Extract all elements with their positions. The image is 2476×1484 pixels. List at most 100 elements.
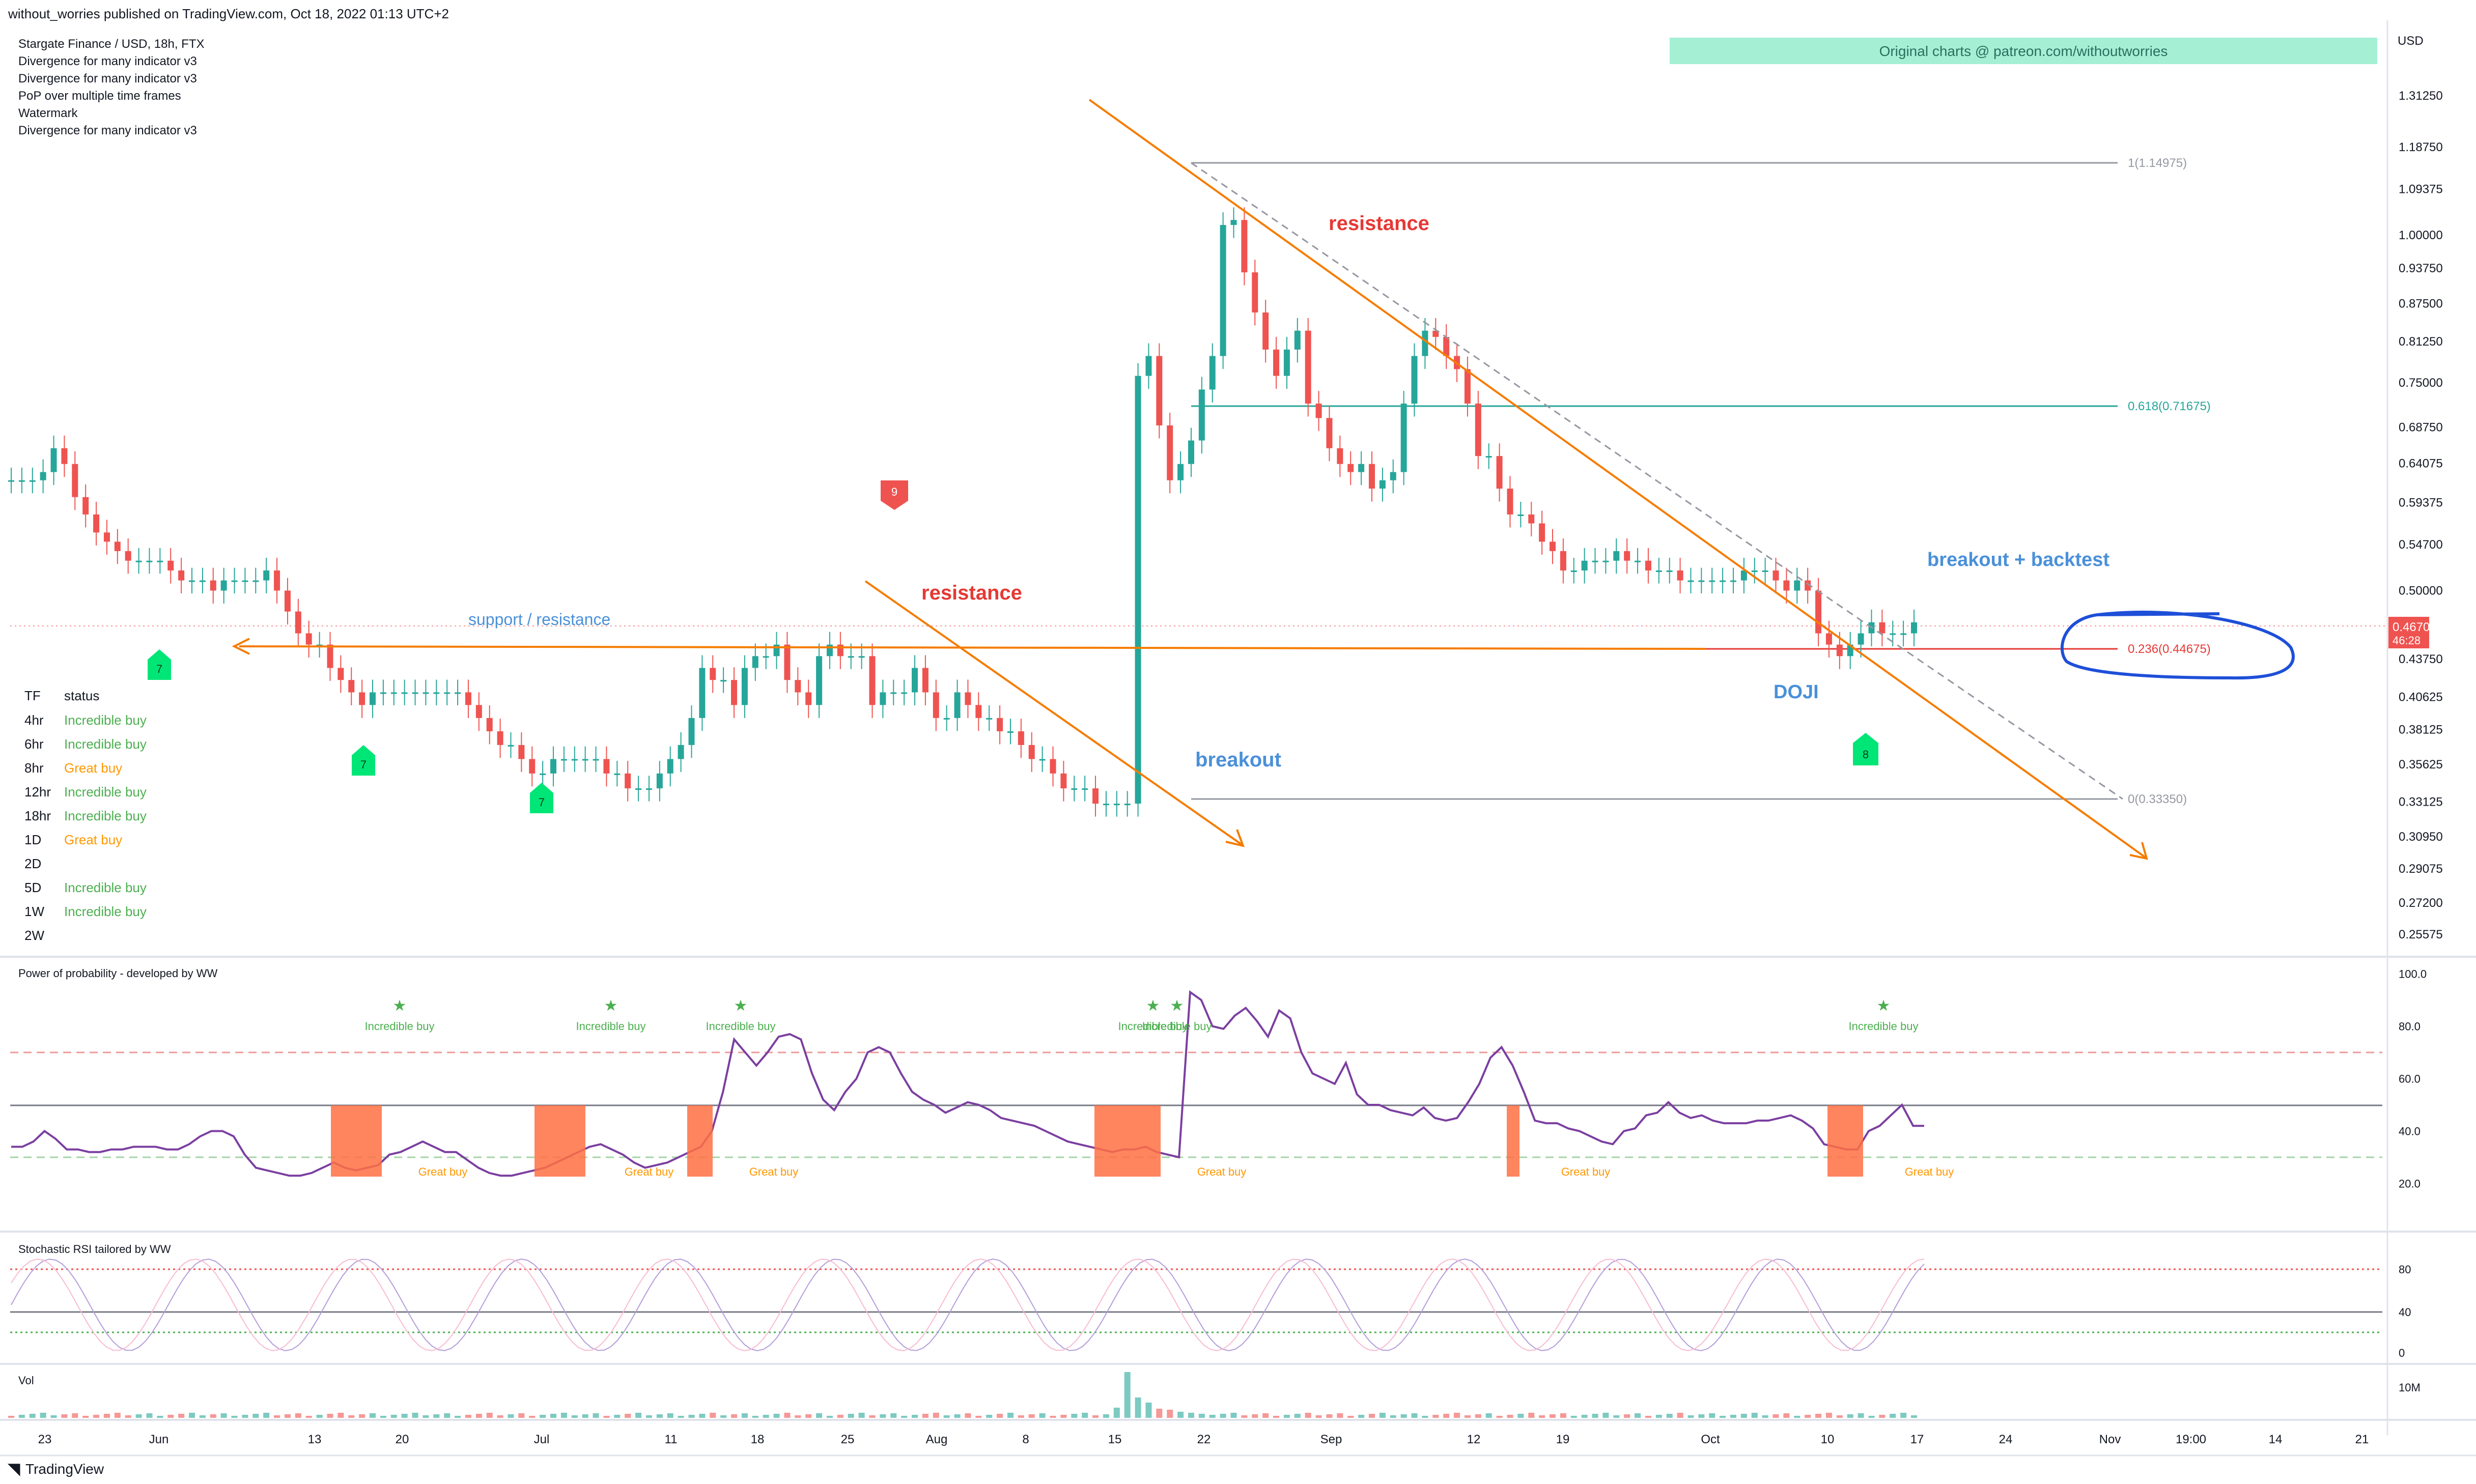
pop-great-label: Great buy [1905,1165,1954,1178]
volume-bar [1028,1414,1035,1418]
pop-tick: 40.0 [2399,1125,2421,1138]
published-line: without_worries published on TradingView… [8,6,449,21]
candle-body [571,759,578,761]
stoch-line [11,1258,1925,1352]
stoch-tick-0: 0 [2399,1347,2405,1359]
buy-marker-2[interactable]: 7 [352,745,375,776]
resistance-trendline-2[interactable] [1088,99,2147,859]
volume-bar [571,1415,578,1418]
candle-body [1390,472,1396,480]
volume-bar [975,1416,982,1418]
volume-bar [157,1416,163,1418]
volume-bar [178,1414,185,1418]
candle-body [433,692,440,694]
candle-body [752,656,758,668]
candle-body [1900,633,1907,635]
price-tick: 1.00000 [2399,229,2443,242]
fib-retracement[interactable]: 1(1.14975) 0.618(0.71675) 0.236(0.44675)… [1191,156,2211,806]
indicator-label-5[interactable]: Divergence for many indicator v3 [18,124,197,137]
volume-bar [455,1416,461,1418]
indicator-label-1[interactable]: Divergence for many indicator v3 [18,54,197,68]
time-tick: 25 [841,1433,855,1446]
volume-bar [1135,1397,1141,1418]
candle-body [380,692,386,694]
candle-body [305,633,312,645]
candle-body [1252,272,1258,312]
annotation-resistance-top: resistance [1329,212,1429,235]
volume-bar [1305,1413,1311,1418]
volume-bar [848,1414,854,1418]
sell-marker[interactable]: 9 [881,480,908,510]
volume-bar [1156,1409,1163,1418]
volume-bar [1635,1413,1641,1418]
volume-bar [1454,1413,1460,1418]
volume-bar [826,1416,833,1418]
tf-row-status: Great buy [64,832,122,847]
volume-bar [1273,1416,1280,1418]
support-resistance-line[interactable] [239,645,1706,650]
pop-signal-block [331,1105,382,1177]
candle-body [1666,570,1673,572]
pop-tick: 100.0 [2399,968,2427,981]
vol-panel-title[interactable]: Vol [18,1374,34,1387]
candle-body [401,692,408,694]
buy-marker-4[interactable]: 8 [1853,733,1878,765]
volume-bar [1528,1413,1535,1418]
volume-bar [763,1415,769,1418]
volume-bar [508,1414,514,1418]
highlight-circle[interactable] [2060,610,2295,680]
vol-tick-10m: 10M [2399,1381,2421,1394]
volume-bar [1400,1414,1407,1418]
volume-bar [475,1414,482,1418]
volume-bar [625,1414,631,1418]
volume-bar [252,1414,259,1418]
candle-body [1496,456,1503,489]
candle-body [1443,336,1450,356]
volume-bar [890,1413,897,1418]
volume-bar [529,1416,536,1418]
price-tick: 1.09375 [2399,183,2443,196]
volume-bar [1018,1415,1024,1418]
price-tick: 0.25575 [2399,928,2443,941]
time-tick: 24 [1999,1433,2013,1446]
tradingview-logo[interactable]: ◥ TradingView [7,1461,104,1477]
volume-bar [1772,1414,1779,1418]
volume-bar [1560,1413,1566,1418]
volume-bar [486,1413,493,1418]
price-tick: 0.59375 [2399,496,2443,509]
dashed-trendline[interactable] [1191,162,2123,800]
buy-marker-1[interactable]: 7 [148,649,171,680]
candle-body [795,680,801,693]
candle-body [1326,418,1333,448]
stoch-panel-title[interactable]: Stochastic RSI tailored by WW [18,1243,171,1255]
resistance-trendline-1[interactable] [864,580,1243,846]
volume-bar [1890,1414,1896,1418]
candle-body [1337,448,1343,464]
indicator-label-4[interactable]: Watermark [18,106,78,120]
candle-body [220,580,227,591]
candle-body [784,644,791,680]
price-tick: 0.75000 [2399,376,2443,390]
candle-body [1082,788,1088,790]
candle-body [986,718,993,720]
candle-body [614,773,621,775]
candle-body [1379,480,1386,489]
candle-body [82,497,89,515]
volume-bar [550,1414,557,1418]
pop-incredible-label: Incredible buy [1118,1020,1188,1033]
candle-body [1050,759,1056,774]
candle-body [635,788,642,790]
indicator-label-2[interactable]: Divergence for many indicator v3 [18,72,197,85]
annotation-breakout: breakout [1195,749,1281,771]
candle-body [1709,580,1715,582]
volume-bar [880,1414,886,1418]
volume-bar [837,1415,843,1418]
candle-body [242,580,248,582]
buy-marker-3[interactable]: 7 [530,783,553,813]
time-tick: 17 [1910,1433,1924,1446]
candle-body [1911,622,1917,634]
candle-body [540,773,546,775]
pop-star-icon: ★ [393,997,407,1014]
pop-panel-title[interactable]: Power of probability - developed by WW [18,967,218,980]
indicator-label-3[interactable]: PoP over multiple time frames [18,89,181,103]
